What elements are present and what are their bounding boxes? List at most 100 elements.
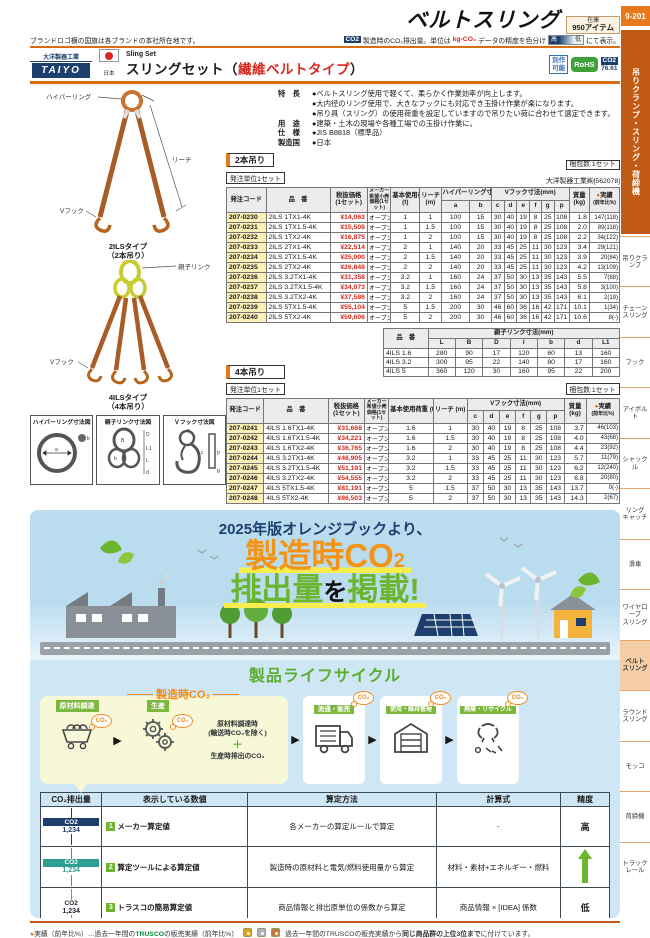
cell: 4ILS 5TX2-4K xyxy=(263,492,329,504)
cell: 2ILS 2TX2-4K xyxy=(265,262,331,274)
feature-item: ●大内径のリング使用で、大きなフックにも対応でき玉掛け作業が楽になります。 xyxy=(312,98,579,108)
cell: ¥22,514 xyxy=(329,242,368,254)
sidebar-item-eyebolt[interactable]: アイボルト xyxy=(620,387,650,437)
cell: 11 xyxy=(529,252,542,264)
cell: 3.4 xyxy=(568,242,590,254)
cell: 24 xyxy=(469,272,492,284)
cell: 10.6 xyxy=(568,312,590,324)
cell: 0(-) xyxy=(585,482,621,494)
cell: 100 xyxy=(440,232,471,244)
cell: 360 xyxy=(427,366,456,377)
table-row: 207-0233 2ILS 2TX1-4K ¥22,514 オープン 2 1 140 20 33… xyxy=(226,242,621,254)
table-row: 207-0243 4ILS 1.6TX2-4K ¥36,765 オープン 1.6 2 30 4… xyxy=(225,442,621,454)
cell: 19 xyxy=(516,212,531,224)
label-hyper-ring: ハイパーリング xyxy=(46,92,92,101)
lifecycle-section: 製品ライフサイクル 製造時CO₂ 原材料調達 CO₂ ▶ xyxy=(30,660,620,793)
caption-2ils: 2ILSタイプ （2本吊り） xyxy=(107,242,149,260)
svg-text:a: a xyxy=(55,447,58,453)
cell: 171 xyxy=(553,312,570,324)
cell: オープン xyxy=(366,312,392,324)
cell: 30 xyxy=(469,302,492,314)
sidebar-item-pulley[interactable]: 滑車 xyxy=(620,538,650,589)
dim-vhook: Ｖフック寸法図 c p e g xyxy=(162,415,226,485)
cell: 22 xyxy=(482,357,511,368)
sidebar-item-round-sling[interactable]: ラウンド スリング xyxy=(620,690,650,740)
banner-line2: 製造時CO2 xyxy=(239,538,411,574)
svg-text:L: L xyxy=(146,458,149,464)
co2-method-table: CO₂排出量 表示している数値 算定方法 計算式 精度 CO2 1,234 1 メー… xyxy=(39,791,610,918)
feature-item: ●吊り具（スリング）の使用荷重を設定していますので吊りたい荷に合わせて選定できま… xyxy=(312,108,615,118)
cell: 15 xyxy=(469,222,492,234)
cell: オープン xyxy=(363,492,390,504)
sidebar-item-load-binder[interactable]: 荷締機 xyxy=(620,791,650,841)
cell: 200 xyxy=(440,302,471,314)
cell: 37 xyxy=(490,282,505,294)
table-row: 207-0240 2ILS 5TX2-4K ¥59,606 オープン 5 2 200 30 46… xyxy=(226,312,621,324)
cell: 108 xyxy=(553,222,570,234)
cell: 13 xyxy=(515,482,532,494)
cell: 1.8 xyxy=(568,212,590,224)
cell: 45 xyxy=(503,242,518,254)
cell: 19 xyxy=(516,222,531,234)
pack-label: 梱包数:1セット xyxy=(565,159,620,170)
cell: 2 xyxy=(390,242,421,254)
cell: 140 xyxy=(509,357,538,368)
sidebar-category-tab[interactable]: 吊りクランプ・スリング・荷締機 xyxy=(621,30,650,234)
caption-4ils: 4ILSタイプ （4本吊り） xyxy=(107,393,149,411)
cell: 207-0245 xyxy=(225,462,265,474)
sidebar-item-truck-rail[interactable]: トラック レール xyxy=(620,841,650,892)
sidebar-item-tsuri-clamp[interactable]: 吊りクランプ xyxy=(620,236,650,286)
cell: 25 xyxy=(530,442,548,454)
table-row: 207-0234 2ILS 2TX1.5-4K ¥25,000 オープン 2 1.5 140… xyxy=(226,252,621,264)
flag-note: ブランドロゴ横の国旗は各ブランドの本社所在地です。 xyxy=(30,38,200,45)
sidebar-item-chain-sling[interactable]: チェーン スリング xyxy=(620,286,650,336)
cell: 12(240) xyxy=(585,462,621,474)
cell: 11(79) xyxy=(585,452,621,464)
sidebar-item-hook[interactable]: フック xyxy=(620,336,650,387)
road-graphic xyxy=(40,641,610,655)
sidebar-item-ring-catch[interactable]: リング キャッチ xyxy=(620,488,650,538)
cell: 30 xyxy=(466,432,484,444)
feature-item: ●日本 xyxy=(312,138,332,148)
cell: 33 xyxy=(466,472,484,484)
recycle-claw-icon xyxy=(474,722,503,754)
cell: 30 xyxy=(540,242,555,254)
cell: 123 xyxy=(546,472,565,484)
cell: 2.2 xyxy=(568,232,590,244)
cell: 30 xyxy=(540,262,555,274)
cell: オープン xyxy=(363,482,390,494)
cell: 29(121) xyxy=(588,242,621,254)
cell: 25 xyxy=(530,422,548,434)
sidebar-item-shackle[interactable]: シャックル xyxy=(620,437,650,488)
cell: 123 xyxy=(553,252,570,264)
co2-badge-maker: CO2 1,234 xyxy=(43,807,100,845)
series-name-en: Sling Set xyxy=(126,51,156,58)
sidebar-item-list: 吊りクランプ チェーン スリング フック アイボルト シャックル リング キャッチ 滑車 ワイ… xyxy=(620,236,650,892)
cell: 4.2 xyxy=(568,262,590,274)
cell: 25 xyxy=(498,472,517,484)
sidebar-item-belt-sling[interactable]: ベルト スリング xyxy=(620,639,650,691)
cell: 207-0234 xyxy=(226,252,267,264)
stage-use-maintenance: 使用・維持管理 CO₂ xyxy=(380,690,451,784)
banner-illustration xyxy=(66,537,600,638)
sidebar-item-wire-rope-sling[interactable]: ワイヤロープ スリング xyxy=(620,589,650,639)
cell: 1.5 xyxy=(432,462,468,474)
cell: 4ILS 1.6TX2-4K xyxy=(263,442,329,454)
cell: 143 xyxy=(546,482,565,494)
cell: オープン xyxy=(366,262,392,274)
cell: 2ILS 1TX1.5-4K xyxy=(265,222,331,234)
cell: 30 xyxy=(530,452,548,464)
cell: 30 xyxy=(490,212,505,224)
cell: 160 xyxy=(591,357,621,368)
cell: 20 xyxy=(469,242,492,254)
cell: 200 xyxy=(591,366,621,377)
cell: 4ILS 3.2TX1.5-4K xyxy=(263,462,329,474)
maker-note: 大洋製器工業㈱[562078] xyxy=(545,177,620,185)
order-unit-label: 発注単位1セット xyxy=(226,172,286,185)
cell: 4ILS 1.6TX1.5-4K xyxy=(263,432,329,444)
sidebar-item-mokko[interactable]: モッコ xyxy=(620,740,650,791)
table-row: 4ILS 5 360 120 30 160 95 22 200 xyxy=(383,366,621,377)
table-4leg: 発注コード 品 番 税抜価格 (1セット) メーカー希望小売価格(1セット) 基本… xyxy=(225,397,621,504)
cell: オープン xyxy=(366,212,392,224)
cell: 13 xyxy=(529,272,542,284)
